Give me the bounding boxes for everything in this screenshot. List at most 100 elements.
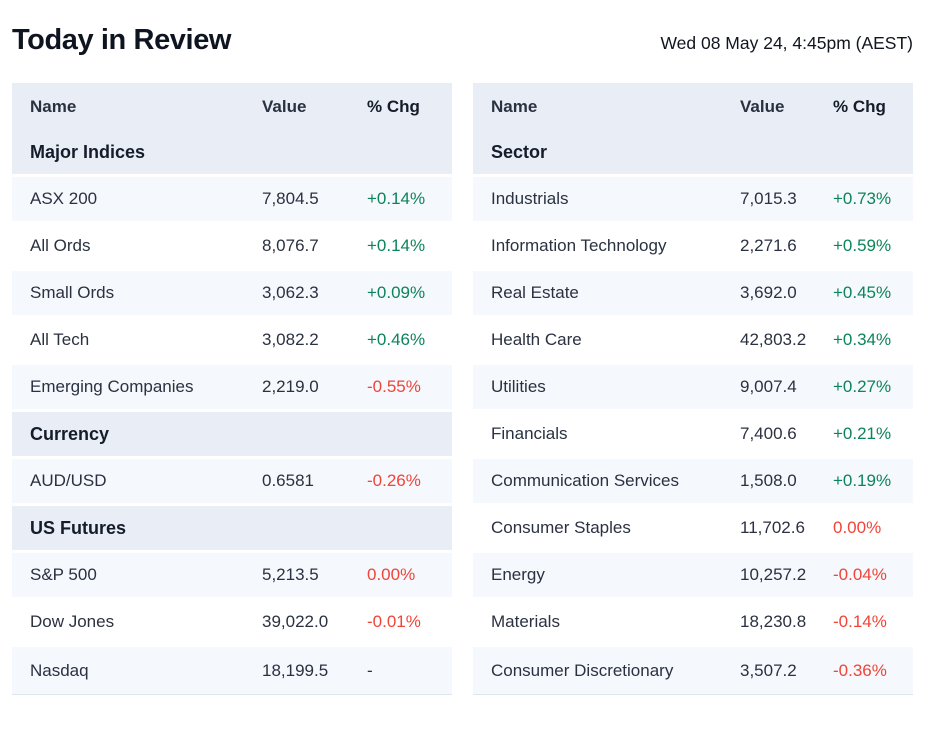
instrument-name: Consumer Staples xyxy=(491,518,631,537)
table-row: Information Technology 2,271.6 +0.59% xyxy=(473,224,913,271)
table-row: Consumer Discretionary 3,507.2 -0.36% xyxy=(473,647,913,694)
table-row: All Ords 8,076.7 +0.14% xyxy=(12,224,452,271)
instrument-name: Materials xyxy=(491,612,560,631)
instrument-value: 3,507.2 xyxy=(740,660,797,680)
table-row: Financials 7,400.6 +0.21% xyxy=(473,412,913,459)
page-title: Today in Review xyxy=(12,24,232,56)
table-row: Materials 18,230.8 -0.14% xyxy=(473,600,913,647)
instrument-name: Energy xyxy=(491,565,545,584)
column-header-chg: % Chg xyxy=(833,96,886,116)
table-row: Real Estate 3,692.0 +0.45% xyxy=(473,271,913,318)
section-label: Major Indices xyxy=(30,141,146,162)
table-row: Utilities 9,007.4 +0.27% xyxy=(473,365,913,412)
sectors-table: Name Value % Chg Sector Industrials 7,015.3 +0… xyxy=(473,83,913,695)
instrument-change: -0.26% xyxy=(367,471,421,490)
section-header-row: Currency xyxy=(12,412,452,459)
instrument-name: Real Estate xyxy=(491,283,579,302)
table-row: Health Care 42,803.2 +0.34% xyxy=(473,318,913,365)
table-row: Communication Services 1,508.0 +0.19% xyxy=(473,459,913,506)
column-header-name: Name xyxy=(30,96,77,116)
table-row: Industrials 7,015.3 +0.73% xyxy=(473,177,913,224)
table-row: Small Ords 3,062.3 +0.09% xyxy=(12,271,452,318)
table-row: Nasdaq 18,199.5 - xyxy=(12,647,452,694)
instrument-name: Communication Services xyxy=(491,471,680,490)
instrument-value: 18,199.5 xyxy=(262,660,329,680)
column-header-row: Name Value % Chg xyxy=(473,83,913,130)
instrument-value: 5,213.5 xyxy=(262,565,319,584)
today-in-review-panel: Today in Review Wed 08 May 24, 4:45pm (A… xyxy=(12,0,913,695)
instrument-name: Small Ords xyxy=(30,283,115,302)
instrument-change: +0.19% xyxy=(833,471,892,490)
instrument-change: +0.21% xyxy=(833,424,892,443)
instrument-value: 10,257.2 xyxy=(740,565,807,584)
instrument-name: All Tech xyxy=(30,330,90,349)
instrument-value: 3,082.2 xyxy=(262,330,319,349)
instrument-name: AUD/USD xyxy=(30,471,107,490)
instrument-name: Information Technology xyxy=(491,236,667,255)
instrument-value: 0.6581 xyxy=(262,471,314,490)
instrument-value: 18,230.8 xyxy=(740,612,807,631)
instrument-change: -0.36% xyxy=(833,660,887,680)
column-header-name: Name xyxy=(491,96,538,116)
instrument-change: +0.09% xyxy=(367,283,426,302)
instrument-value: 39,022.0 xyxy=(262,612,329,631)
table-row: S&P 500 5,213.5 0.00% xyxy=(12,553,452,600)
table-row: Consumer Staples 11,702.6 0.00% xyxy=(473,506,913,553)
instrument-name: Utilities xyxy=(491,377,546,396)
instrument-name: Dow Jones xyxy=(30,612,115,631)
instrument-change: -0.01% xyxy=(367,612,421,631)
instrument-change: -0.14% xyxy=(833,612,887,631)
instrument-change: +0.46% xyxy=(367,330,426,349)
instrument-value: 3,692.0 xyxy=(740,283,797,302)
table-row: All Tech 3,082.2 +0.46% xyxy=(12,318,452,365)
table-row: Emerging Companies 2,219.0 -0.55% xyxy=(12,365,452,412)
instrument-change: +0.27% xyxy=(833,377,892,396)
instrument-change: +0.45% xyxy=(833,283,892,302)
table-row: Dow Jones 39,022.0 -0.01% xyxy=(12,600,452,647)
panel-header: Today in Review Wed 08 May 24, 4:45pm (A… xyxy=(12,0,913,57)
instrument-name: Consumer Discretionary xyxy=(491,660,674,680)
instrument-value: 7,804.5 xyxy=(262,189,319,208)
instrument-value: 3,062.3 xyxy=(262,283,319,302)
instrument-change: 0.00% xyxy=(833,518,882,537)
indices-table: Name Value % Chg Major Indices ASX 200 7,804.… xyxy=(12,83,452,695)
column-header-value: Value xyxy=(740,96,785,116)
instrument-change: +0.14% xyxy=(367,189,426,208)
instrument-name: Emerging Companies xyxy=(30,377,194,396)
instrument-name: ASX 200 xyxy=(30,189,98,208)
instrument-value: 2,219.0 xyxy=(262,377,319,396)
table-row: Energy 10,257.2 -0.04% xyxy=(473,553,913,600)
instrument-value: 42,803.2 xyxy=(740,330,807,349)
instrument-change: -0.55% xyxy=(367,377,421,396)
instrument-name: Health Care xyxy=(491,330,582,349)
instrument-name: Industrials xyxy=(491,189,569,208)
instrument-value: 7,400.6 xyxy=(740,424,797,443)
instrument-name: Financials xyxy=(491,424,568,443)
instrument-change: +0.14% xyxy=(367,236,426,255)
section-header-row: Major Indices xyxy=(12,130,452,177)
section-label: Sector xyxy=(491,141,548,162)
section-label: US Futures xyxy=(30,517,127,538)
section-header-row: US Futures xyxy=(12,506,452,553)
instrument-change: - xyxy=(367,660,373,680)
instrument-value: 11,702.6 xyxy=(740,518,805,537)
instrument-value: 9,007.4 xyxy=(740,377,797,396)
tables-container: Name Value % Chg Major Indices ASX 200 7,804.… xyxy=(12,83,913,695)
table-row: AUD/USD 0.6581 -0.26% xyxy=(12,459,452,506)
table-row: ASX 200 7,804.5 +0.14% xyxy=(12,177,452,224)
instrument-change: 0.00% xyxy=(367,565,416,584)
instrument-value: 7,015.3 xyxy=(740,189,797,208)
instrument-value: 8,076.7 xyxy=(262,236,319,255)
instrument-value: 1,508.0 xyxy=(740,471,797,490)
instrument-value: 2,271.6 xyxy=(740,236,797,255)
instrument-name: All Ords xyxy=(30,236,91,255)
instrument-name: Nasdaq xyxy=(30,660,89,680)
instrument-change: +0.59% xyxy=(833,236,892,255)
instrument-change: +0.34% xyxy=(833,330,892,349)
column-header-chg: % Chg xyxy=(367,96,420,116)
section-label: Currency xyxy=(30,423,110,444)
column-header-row: Name Value % Chg xyxy=(12,83,452,130)
section-header-row: Sector xyxy=(473,130,913,177)
instrument-change: -0.04% xyxy=(833,565,887,584)
column-header-value: Value xyxy=(262,96,307,116)
